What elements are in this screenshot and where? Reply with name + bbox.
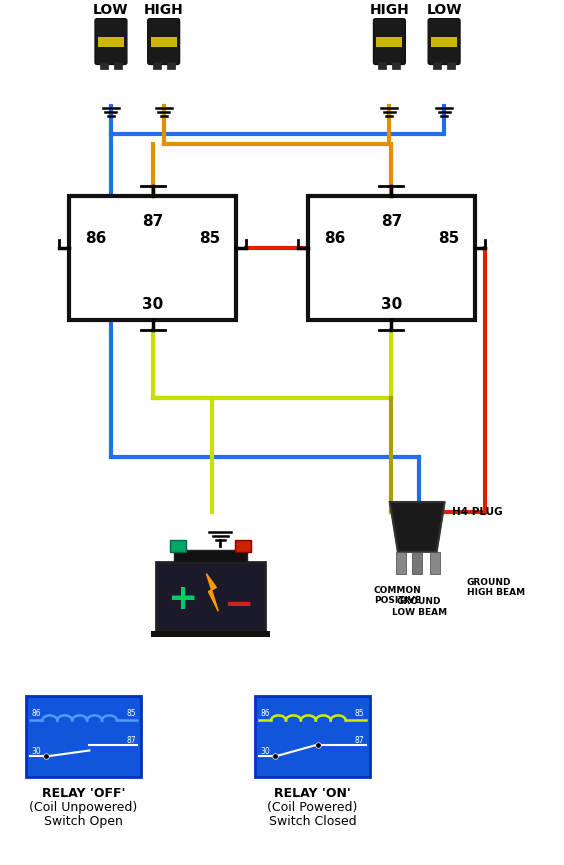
Text: Switch Open: Switch Open: [44, 816, 123, 829]
FancyBboxPatch shape: [428, 19, 460, 64]
Text: GROUND
HIGH BEAM: GROUND HIGH BEAM: [467, 578, 525, 597]
Text: 85: 85: [355, 709, 364, 719]
Bar: [433, 62, 441, 69]
Text: 87: 87: [126, 735, 136, 745]
Text: H4 PLUG: H4 PLUG: [452, 507, 503, 517]
Text: RELAY 'ON': RELAY 'ON': [274, 787, 351, 800]
Bar: [151, 36, 177, 47]
Text: 85: 85: [438, 231, 459, 246]
Text: 86: 86: [32, 709, 41, 719]
Text: −: −: [223, 588, 253, 623]
Text: (Coil Powered): (Coil Powered): [267, 801, 358, 814]
Bar: [100, 62, 108, 69]
Bar: [235, 540, 251, 552]
Text: Switch Closed: Switch Closed: [268, 816, 356, 829]
Text: HIGH: HIGH: [144, 3, 183, 16]
Bar: [377, 36, 402, 47]
Text: COMMON
POSITIVE: COMMON POSITIVE: [373, 586, 421, 605]
Text: (Coil Unpowered): (Coil Unpowered): [29, 801, 138, 814]
Bar: [156, 561, 265, 631]
Polygon shape: [206, 573, 218, 612]
Bar: [114, 62, 122, 69]
Text: RELAY 'OFF': RELAY 'OFF': [42, 787, 125, 800]
Bar: [447, 62, 455, 69]
Text: 30: 30: [32, 747, 41, 756]
Text: 30: 30: [381, 297, 402, 312]
FancyBboxPatch shape: [148, 19, 179, 64]
Bar: [69, 195, 236, 320]
Text: 86: 86: [324, 231, 345, 246]
Text: LOW: LOW: [93, 3, 129, 16]
Text: HIGH: HIGH: [369, 3, 409, 16]
FancyBboxPatch shape: [373, 19, 406, 64]
Bar: [393, 62, 400, 69]
Text: 87: 87: [381, 214, 402, 228]
Text: GROUND
LOW BEAM: GROUND LOW BEAM: [391, 598, 447, 617]
Bar: [153, 62, 161, 69]
Bar: [27, 696, 141, 778]
Text: 30: 30: [142, 297, 164, 312]
Bar: [308, 195, 475, 320]
Text: 86: 86: [260, 709, 270, 719]
Bar: [412, 552, 422, 573]
Polygon shape: [390, 502, 444, 552]
Text: 85: 85: [199, 231, 221, 246]
Text: 30: 30: [260, 747, 270, 756]
Bar: [255, 696, 369, 778]
Text: 87: 87: [355, 735, 364, 745]
FancyBboxPatch shape: [95, 19, 127, 64]
Bar: [174, 550, 247, 561]
Bar: [98, 36, 124, 47]
Text: 87: 87: [142, 214, 164, 228]
Bar: [151, 631, 270, 638]
Bar: [430, 552, 440, 573]
Text: LOW: LOW: [426, 3, 462, 16]
Text: +: +: [168, 582, 198, 617]
Bar: [170, 540, 186, 552]
Bar: [396, 552, 406, 573]
Bar: [166, 62, 175, 69]
Text: 86: 86: [85, 231, 107, 246]
Bar: [378, 62, 386, 69]
Text: 85: 85: [126, 709, 136, 719]
Bar: [431, 36, 457, 47]
